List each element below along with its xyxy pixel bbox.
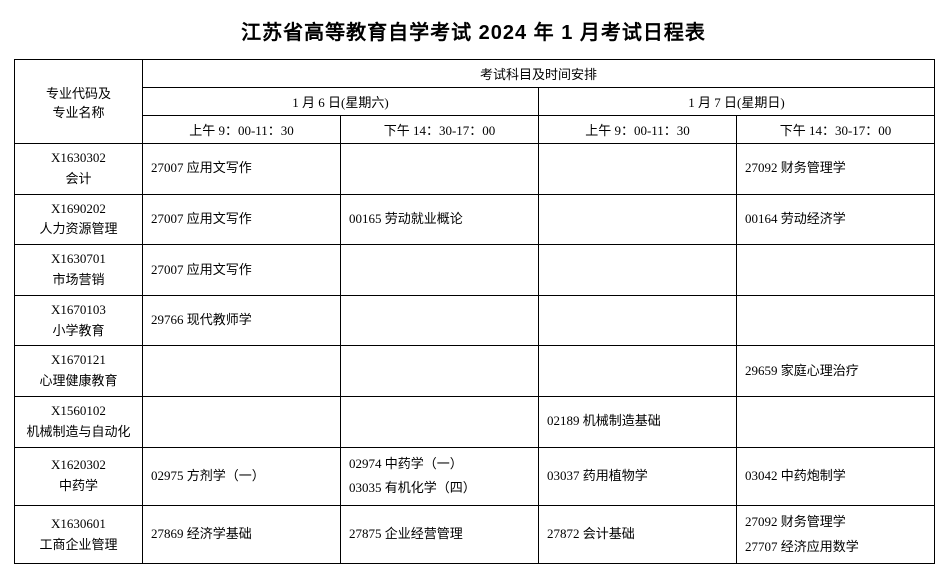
course-cell (539, 144, 737, 195)
course-cell: 27875 企业经营管理 (341, 505, 539, 563)
major-code: X1670103 (21, 300, 136, 321)
course-cell: 00164 劳动经济学 (737, 194, 935, 245)
course-cell: 02189 机械制造基础 (539, 396, 737, 447)
course-item: 03037 药用植物学 (547, 464, 730, 489)
course-cell: 02974 中药学（一）03035 有机化学（四） (341, 447, 539, 505)
course-cell (341, 346, 539, 397)
table-body: X1630302会计 27007 应用文写作 27092 财务管理学 X169020… (15, 144, 935, 564)
major-code: X1560102 (21, 401, 136, 422)
table-row: X1560102机械制造与自动化 02189 机械制造基础 (15, 396, 935, 447)
course-cell: 27869 经济学基础 (143, 505, 341, 563)
major-cell: X1560102机械制造与自动化 (15, 396, 143, 447)
table-row: X1620302中药学 02975 方剂学（一） 02974 中药学（一）03035… (15, 447, 935, 505)
table-row: X1630601工商企业管理27869 经济学基础27875 企业经营管理278… (15, 505, 935, 563)
course-item: 27707 经济应用数学 (745, 535, 928, 560)
course-cell: 27007 应用文写作 (143, 144, 341, 195)
course-cell (737, 245, 935, 296)
schedule-table: 专业代码及 专业名称 考试科目及时间安排 1 月 6 日(星期六) 1 月 7 … (14, 59, 935, 564)
course-cell (539, 245, 737, 296)
course-item: 29766 现代教师学 (151, 308, 334, 333)
course-cell (341, 295, 539, 346)
header-day2: 1 月 7 日(星期日) (539, 88, 935, 116)
course-item: 27092 财务管理学 (745, 510, 928, 535)
major-code: X1630302 (21, 148, 136, 169)
course-item: 00165 劳动就业概论 (349, 207, 532, 232)
header-top: 考试科目及时间安排 (143, 60, 935, 88)
major-code: X1690202 (21, 199, 136, 220)
course-cell (737, 396, 935, 447)
course-item: 02189 机械制造基础 (547, 409, 730, 434)
course-item: 03042 中药炮制学 (745, 464, 928, 489)
course-cell: 29766 现代教师学 (143, 295, 341, 346)
page-title: 江苏省高等教育自学考试 2024 年 1 月考试日程表 (14, 16, 933, 45)
major-cell: X1670103小学教育 (15, 295, 143, 346)
course-item: 29659 家庭心理治疗 (745, 359, 928, 384)
major-code: X1630701 (21, 249, 136, 270)
header-slot3: 上午 9：00-11：30 (539, 116, 737, 144)
major-cell: X1620302中药学 (15, 447, 143, 505)
header-major-line1: 专业代码及 专业名称 (46, 86, 111, 120)
major-name: 会计 (21, 169, 136, 190)
major-name: 人力资源管理 (21, 219, 136, 240)
course-item: 27092 财务管理学 (745, 156, 928, 181)
course-cell: 02975 方剂学（一） (143, 447, 341, 505)
table-header: 专业代码及 专业名称 考试科目及时间安排 1 月 6 日(星期六) 1 月 7 … (15, 60, 935, 144)
course-item: 27007 应用文写作 (151, 207, 334, 232)
table-row: X1690202人力资源管理 27007 应用文写作 00165 劳动就业概论 00… (15, 194, 935, 245)
course-cell (539, 194, 737, 245)
header-slot2: 下午 14：30-17：00 (341, 116, 539, 144)
course-cell: 27872 会计基础 (539, 505, 737, 563)
major-cell: X1690202人力资源管理 (15, 194, 143, 245)
table-row: X1630701市场营销 27007 应用文写作 (15, 245, 935, 296)
course-cell (737, 295, 935, 346)
course-item: 27007 应用文写作 (151, 258, 334, 283)
table-row: X1630302会计 27007 应用文写作 27092 财务管理学 (15, 144, 935, 195)
header-major: 专业代码及 专业名称 (15, 60, 143, 144)
header-slot4: 下午 14：30-17：00 (737, 116, 935, 144)
course-cell: 03042 中药炮制学 (737, 447, 935, 505)
course-cell (341, 245, 539, 296)
course-item: 00164 劳动经济学 (745, 207, 928, 232)
course-item: 27007 应用文写作 (151, 156, 334, 181)
course-item: 03035 有机化学（四） (349, 476, 532, 501)
major-name: 机械制造与自动化 (21, 422, 136, 443)
course-cell: 27007 应用文写作 (143, 194, 341, 245)
course-cell: 27092 财务管理学27707 经济应用数学 (737, 505, 935, 563)
course-cell (341, 396, 539, 447)
major-name: 中药学 (21, 476, 136, 497)
course-cell (143, 346, 341, 397)
course-cell: 29659 家庭心理治疗 (737, 346, 935, 397)
major-name: 小学教育 (21, 321, 136, 342)
major-cell: X1630302会计 (15, 144, 143, 195)
header-day1: 1 月 6 日(星期六) (143, 88, 539, 116)
major-cell: X1630601工商企业管理 (15, 505, 143, 563)
table-row: X1670103小学教育 29766 现代教师学 (15, 295, 935, 346)
course-cell: 27092 财务管理学 (737, 144, 935, 195)
major-code: X1670121 (21, 350, 136, 371)
table-row: X1670121心理健康教育 29659 家庭心理治疗 (15, 346, 935, 397)
course-cell (539, 346, 737, 397)
course-cell: 27007 应用文写作 (143, 245, 341, 296)
major-code: X1630601 (21, 514, 136, 535)
major-name: 工商企业管理 (21, 535, 136, 556)
major-code: X1620302 (21, 455, 136, 476)
course-cell: 03037 药用植物学 (539, 447, 737, 505)
header-slot1: 上午 9：00-11：30 (143, 116, 341, 144)
major-cell: X1630701市场营销 (15, 245, 143, 296)
major-name: 心理健康教育 (21, 371, 136, 392)
course-item: 02974 中药学（一） (349, 452, 532, 477)
major-name: 市场营销 (21, 270, 136, 291)
major-cell: X1670121心理健康教育 (15, 346, 143, 397)
course-cell (539, 295, 737, 346)
course-cell (143, 396, 341, 447)
course-cell (341, 144, 539, 195)
course-cell: 00165 劳动就业概论 (341, 194, 539, 245)
course-item: 02975 方剂学（一） (151, 464, 334, 489)
